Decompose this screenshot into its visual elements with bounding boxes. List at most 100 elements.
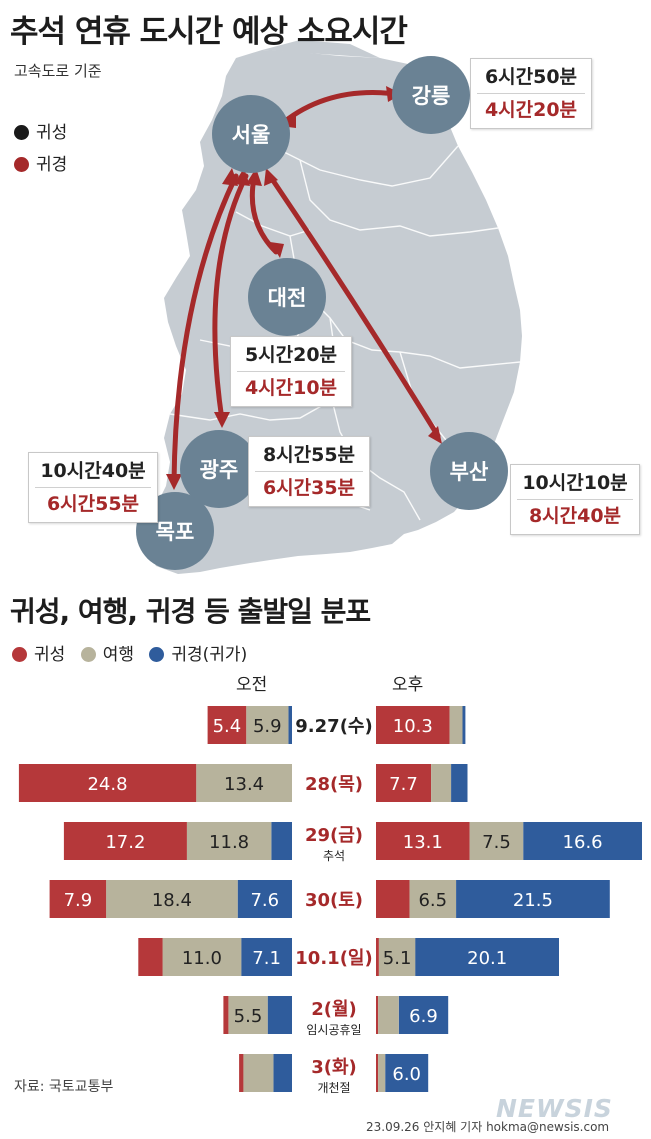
am-bar-homebound [138,938,163,976]
am-value-label: 5.5 [234,1006,263,1027]
am-value-label: 11.0 [182,948,222,969]
pm-bar-return [385,1054,429,1092]
am-value-label: 24.8 [87,774,127,795]
return-time: 8시간40분 [528,505,622,527]
am-bar-homebound [49,880,107,918]
map-legend-return: 귀경 [14,150,67,175]
am-bar-travel [186,822,272,860]
page-title: 추석 연휴 도시간 예상 소요시간 [10,14,408,50]
am-bar-return [271,822,292,860]
dist-legend: 귀성 여행 귀경(귀가) [12,640,257,665]
newsis-watermark: NEWSIS [496,1094,613,1123]
am-bar-return [267,996,292,1034]
pm-bar-travel [378,996,399,1034]
pm-bar-return [523,822,642,860]
pm-bar-homebound [376,764,432,802]
date-label: 29(금) [305,825,363,846]
holiday-note: 추석 [323,849,345,863]
date-label: 3(화) [311,1057,357,1078]
am-value-label: 5.4 [213,716,242,737]
time-box-mokpo: 10시간40분 6시간55분 [28,452,158,523]
arrow-seoul-mokpo [171,173,239,485]
am-bar-homebound [18,764,197,802]
am-bar-travel [246,706,289,744]
legend-travel: 여행 [80,645,134,665]
pm-value-label: 20.1 [467,948,507,969]
city-daejeon: 대전 [248,258,326,336]
date-label: 2(월) [311,999,357,1020]
holiday-note: 임시공휴일 [306,1023,361,1037]
city-seoul: 서울 [212,95,290,173]
city-busan: 부산 [430,432,508,510]
am-value-label: 11.8 [209,832,249,853]
legend-return: 귀경(귀가) [149,645,247,665]
am-value-label: 18.4 [152,890,192,911]
pm-value-label: 7.7 [389,774,418,795]
pm-bar-homebound [376,822,470,860]
pm-bar-travel [409,880,457,918]
am-bar-homebound [239,1054,244,1092]
am-bar-return [241,938,292,976]
pm-value-label: 6.5 [418,890,447,911]
am-bar-homebound [207,706,247,744]
am-bar-homebound [223,996,229,1034]
legend-dot-icon [14,157,29,172]
pm-bar-homebound [376,880,410,918]
am-header: 오전 [236,675,268,695]
arrow-seoul-busan [267,173,441,439]
pm-value-label: 21.5 [513,890,553,911]
am-value-label: 7.9 [64,890,93,911]
legend-dot-icon [80,647,96,662]
am-bar-travel [162,938,242,976]
pm-bar-homebound [376,1054,379,1092]
pm-bar-return [456,880,610,918]
am-value-label: 7.6 [250,890,279,911]
pm-bar-return [398,996,449,1034]
pm-value-label: 13.1 [403,832,443,853]
pm-value-label: 16.6 [563,832,603,853]
pm-value-label: 7.5 [482,832,511,853]
legend-dot-icon [14,125,29,140]
legend-homebound: 귀성 [12,645,65,665]
city-mokpo: 목포 [136,492,214,570]
time-box-gangneung: 6시간50분 4시간20분 [470,58,592,129]
time-box-busan: 10시간10분 8시간40분 [510,464,640,535]
pm-bar-return [462,706,466,744]
am-bar-return [288,706,292,744]
pm-bar-return [415,938,559,976]
pm-bar-travel [431,764,452,802]
legend-dot-icon [12,647,27,662]
am-bar-travel [106,880,238,918]
am-value-label: 5.9 [253,716,282,737]
am-bar-homebound [63,822,187,860]
return-time: 6시간35분 [262,477,356,499]
am-bar-travel [196,764,292,802]
pm-bar-homebound [376,706,450,744]
return-time: 4시간20분 [484,99,578,121]
pm-value-label: 6.9 [409,1006,438,1027]
city-gwangju: 광주 [180,430,258,508]
holiday-note: 개천절 [317,1080,350,1095]
pm-value-label: 5.1 [383,948,412,969]
am-bar-return [237,880,292,918]
credit-line: 23.09.26 안지혜 기자 hokma@newsis.com [366,1120,610,1134]
pm-header: 오후 [392,675,424,695]
pm-value-label: 6.0 [392,1064,421,1085]
pm-bar-homebound [376,996,379,1034]
homebound-time: 10시간10분 [517,467,633,500]
arrow-seoul-gwangju [212,173,249,423]
pm-bar-travel [378,1054,386,1092]
map-legend-homebound: 귀성 [14,118,67,143]
time-box-gwangju: 8시간55분 6시간35분 [248,436,370,507]
arrow-heads [166,86,442,490]
return-time: 4시간10분 [244,377,338,399]
homebound-time: 10시간40분 [35,455,151,488]
homebound-time: 8시간55분 [255,439,363,472]
section-title: 귀성, 여행, 귀경 등 출발일 분포 [10,595,371,628]
pm-bar-travel [378,938,416,976]
date-label: 28(목) [305,774,363,795]
homebound-time: 6시간50분 [477,61,585,94]
page-subtitle: 고속도로 기준 [14,62,102,80]
source-note: 자료: 국토교통부 [14,1079,114,1095]
am-bar-travel [228,996,268,1034]
